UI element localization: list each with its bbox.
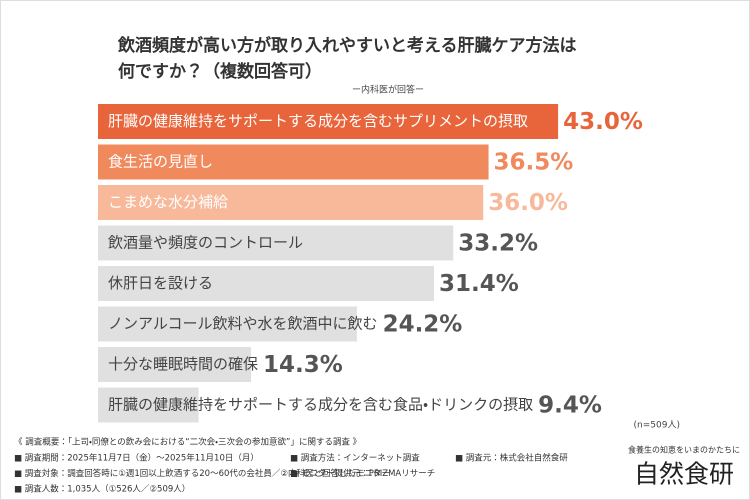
bar — [98, 104, 559, 139]
category-label: 食生活の見直し — [108, 153, 213, 171]
footer-item: ■ 調査期間：2025年11月7日（金）～2025年11月10日（月） — [14, 453, 259, 464]
logo-name: 自然食研 — [634, 460, 734, 489]
category-label: ノンアルコール飲料や水を飲酒中に飲む — [108, 315, 378, 333]
value-label: 9.4% — [538, 393, 602, 419]
title-line: 何ですか？（複数回答可） — [118, 61, 322, 82]
title-line: 飲酒頻度が高い方が取り入れやすいと考える肝臓ケア方法は — [117, 35, 577, 56]
value-label: 31.4% — [439, 271, 519, 297]
value-label: 36.5% — [494, 150, 574, 176]
footer-item: ■ 調査対象：調査回答時に①週1回以上飲酒する20～60代の会社員／②内科医と回… — [14, 468, 390, 479]
category-label: こまめな水分補給 — [108, 193, 228, 211]
bar — [98, 347, 252, 382]
bar — [98, 225, 454, 261]
bar — [98, 185, 484, 220]
footer-heading: 《 調査概要：「上司・同僚との飲み会における“二次会・三次会の参加意欲”」に関す… — [14, 437, 361, 448]
value-label: 14.3% — [263, 352, 343, 378]
value-label: 36.0% — [488, 190, 568, 216]
footer-item: ■ モニター提供元：PRIZMAリサーチ — [290, 468, 435, 479]
footer-item: ■ 調査方法：インターネット調査 — [290, 453, 420, 464]
subtitle: ー内科医が回答ー — [352, 84, 424, 96]
category-label: 飲酒量や頻度のコントロール — [108, 234, 303, 252]
value-label: 43.0% — [563, 109, 643, 135]
footer-item: ■ 調査人数：1,035人（①526人／②509人） — [14, 484, 190, 495]
bar — [98, 387, 199, 423]
value-label: 24.2% — [383, 312, 463, 338]
category-label: 肝臓の健康維持をサポートする成分を含むサプリメントの摂取 — [108, 112, 528, 130]
category-label: 肝臓の健康維持をサポートする成分を含む食品・ドリンクの摂取 — [108, 396, 533, 414]
logo-tagline: 食養生の知恵をいまのかたちに — [628, 445, 740, 455]
category-label: 十分な睡眠時間の確保 — [108, 355, 258, 373]
category-label: 休肝日を設ける — [108, 274, 213, 292]
sample-note: (n=509人) — [634, 421, 680, 431]
value-label: 33.2% — [458, 231, 538, 257]
bar — [98, 266, 434, 301]
bar — [98, 144, 489, 180]
bar — [98, 306, 357, 342]
footer-item: ■ 調査元：株式会社自然食研 — [455, 453, 568, 464]
